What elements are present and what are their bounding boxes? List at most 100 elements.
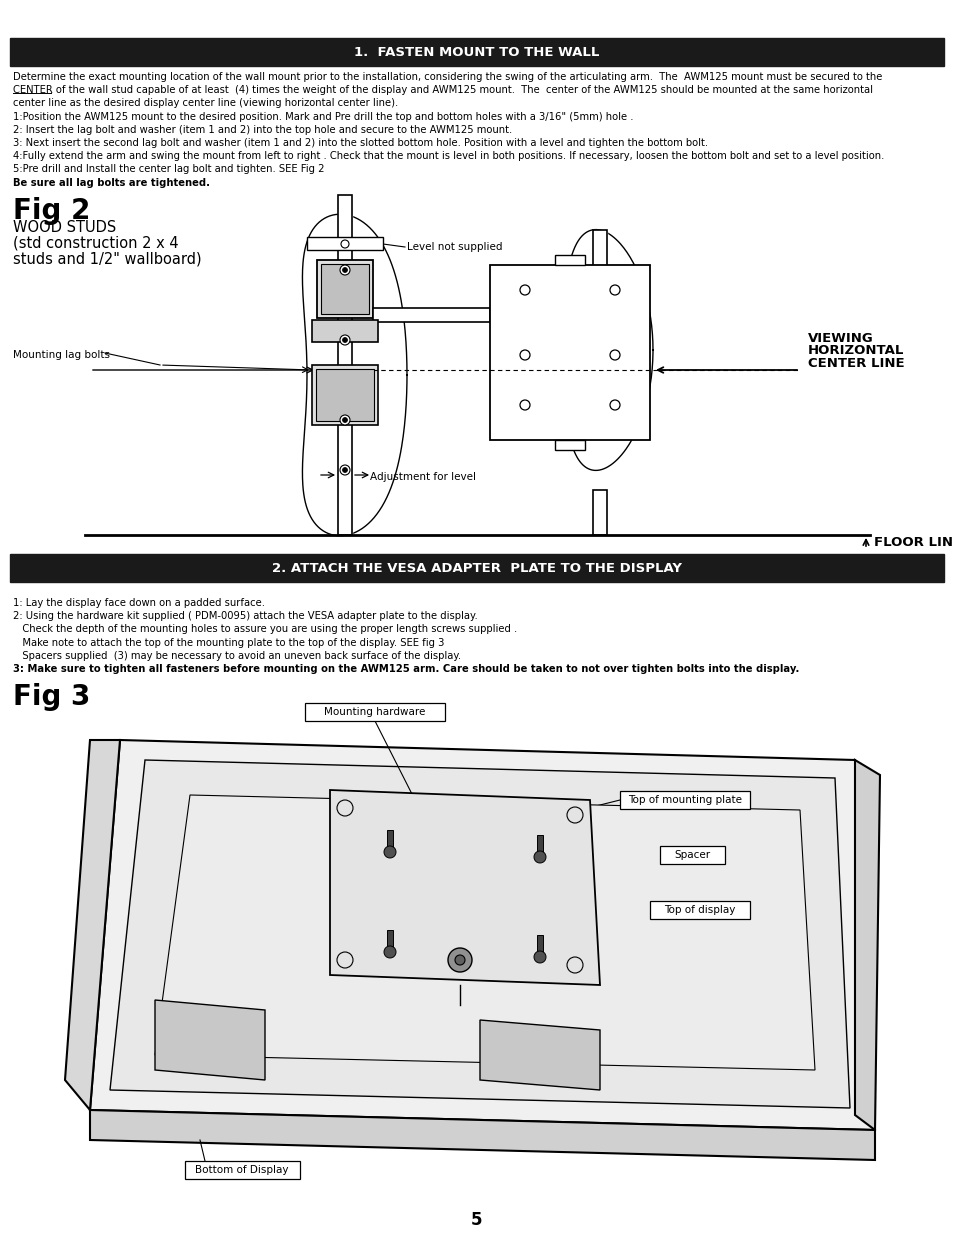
Bar (490, 266, 649, 440)
Text: VIEWING: VIEWING (807, 332, 873, 345)
Bar (10, 555, 943, 582)
Text: Top of mounting plate: Top of mounting plate (627, 795, 741, 805)
Text: CENTER of the wall stud capable of at least  (4) times the weight of the display: CENTER of the wall stud capable of at le… (13, 85, 872, 95)
Circle shape (367, 918, 373, 923)
Bar (649, 902, 749, 919)
Text: 2: Insert the lag bolt and washer (item 1 and 2) into the top hole and secure to: 2: Insert the lag bolt and washer (item … (13, 125, 512, 135)
Polygon shape (65, 740, 120, 1110)
Text: Bottom of Display: Bottom of Display (195, 1165, 289, 1174)
Polygon shape (479, 1020, 599, 1091)
Text: 5: 5 (471, 1212, 482, 1229)
Circle shape (356, 867, 363, 873)
Bar (387, 830, 393, 850)
Bar (10, 38, 943, 65)
Bar (312, 366, 377, 425)
Circle shape (342, 468, 347, 473)
Circle shape (519, 400, 530, 410)
Circle shape (497, 967, 502, 973)
Text: 1:Position the AWM125 mount to the desired position. Mark and Pre drill the top : 1:Position the AWM125 mount to the desir… (13, 111, 633, 121)
Circle shape (342, 268, 347, 273)
Polygon shape (90, 1110, 874, 1160)
Circle shape (396, 847, 402, 853)
Text: 1: Lay the display face down on a padded surface.: 1: Lay the display face down on a padded… (13, 598, 265, 608)
Bar (307, 237, 382, 249)
Text: Check the depth of the mounting holes to assure you are using the proper length : Check the depth of the mounting holes to… (13, 625, 517, 635)
Circle shape (342, 417, 347, 422)
Circle shape (506, 842, 513, 848)
Polygon shape (110, 760, 849, 1108)
Circle shape (448, 948, 472, 972)
Circle shape (467, 897, 473, 903)
Text: Top of display: Top of display (663, 905, 735, 915)
Bar (337, 195, 352, 535)
Bar (619, 790, 749, 809)
Bar (537, 935, 542, 955)
Bar (659, 846, 724, 864)
Text: center line as the desired display center line (viewing horizontal center line).: center line as the desired display cente… (13, 99, 397, 109)
Circle shape (609, 350, 619, 359)
Bar (555, 440, 584, 450)
Circle shape (566, 957, 582, 973)
Bar (593, 230, 606, 420)
Text: Mounting hardware: Mounting hardware (324, 706, 425, 718)
Bar (320, 264, 369, 314)
Text: Make note to attach the top of the mounting plate to the top of the display. SEE: Make note to attach the top of the mount… (13, 637, 444, 647)
Text: 5:Pre drill and Install the center lag bolt and tighten. SEE Fig 2: 5:Pre drill and Install the center lag b… (13, 164, 324, 174)
Circle shape (384, 846, 395, 858)
Text: Be sure all lag bolts are tightened.: Be sure all lag bolts are tightened. (13, 178, 210, 188)
Circle shape (339, 266, 350, 275)
Bar (337, 195, 352, 535)
Bar (315, 369, 374, 421)
Polygon shape (154, 1000, 265, 1079)
Polygon shape (90, 740, 874, 1130)
Circle shape (416, 906, 422, 913)
Circle shape (455, 955, 464, 965)
Polygon shape (330, 790, 599, 986)
Bar (305, 703, 444, 721)
Polygon shape (854, 760, 879, 1130)
Text: 2: Using the hardware kit supplied ( PDM-0095) attach the VESA adapter plate to : 2: Using the hardware kit supplied ( PDM… (13, 611, 477, 621)
Text: 3: Make sure to tighten all fasteners before mounting on the AWM125 arm. Care sh: 3: Make sure to tighten all fasteners be… (13, 664, 799, 674)
Bar (185, 1161, 299, 1179)
Circle shape (609, 285, 619, 295)
Text: Adjustment for level: Adjustment for level (370, 472, 476, 482)
Text: Mounting lag bolts: Mounting lag bolts (13, 350, 110, 359)
Circle shape (384, 946, 395, 958)
Text: FLOOR LINE: FLOOR LINE (873, 536, 953, 548)
Circle shape (340, 240, 349, 248)
Circle shape (517, 902, 522, 908)
Text: CENTER LINE: CENTER LINE (807, 357, 903, 370)
Circle shape (339, 415, 350, 425)
Text: studs and 1/2" wallboard): studs and 1/2" wallboard) (13, 252, 201, 267)
Bar (593, 490, 606, 535)
Text: Determine the exact mounting location of the wall mount prior to the installatio: Determine the exact mounting location of… (13, 72, 882, 82)
Bar (387, 930, 393, 950)
Text: Spacer: Spacer (673, 850, 709, 860)
Text: WOOD STUDS: WOOD STUDS (13, 220, 116, 235)
Text: Fig 3: Fig 3 (13, 683, 91, 711)
Text: (std construction 2 x 4: (std construction 2 x 4 (13, 236, 178, 251)
Circle shape (339, 335, 350, 345)
Circle shape (609, 400, 619, 410)
Circle shape (557, 909, 562, 915)
Text: 2. ATTACH THE VESA ADAPTER  PLATE TO THE DISPLAY: 2. ATTACH THE VESA ADAPTER PLATE TO THE … (272, 562, 681, 574)
Bar (537, 835, 542, 855)
Bar (593, 490, 606, 535)
Text: 1.  FASTEN MOUNT TO THE WALL: 1. FASTEN MOUNT TO THE WALL (354, 46, 599, 58)
Text: HORIZONTAL: HORIZONTAL (807, 345, 903, 357)
Bar (312, 320, 377, 342)
Circle shape (339, 466, 350, 475)
Circle shape (552, 852, 558, 858)
Text: Spacers supplied  (3) may be necessary to avoid an uneven back surface of the di: Spacers supplied (3) may be necessary to… (13, 651, 460, 661)
Bar (373, 308, 490, 322)
Circle shape (519, 285, 530, 295)
Circle shape (456, 957, 462, 963)
Text: Fig 2: Fig 2 (13, 198, 91, 225)
Text: Level not supplied: Level not supplied (407, 242, 502, 252)
Circle shape (534, 951, 545, 963)
Circle shape (342, 337, 347, 342)
Circle shape (519, 350, 530, 359)
Circle shape (336, 800, 353, 816)
Polygon shape (154, 795, 814, 1070)
Circle shape (336, 952, 353, 968)
